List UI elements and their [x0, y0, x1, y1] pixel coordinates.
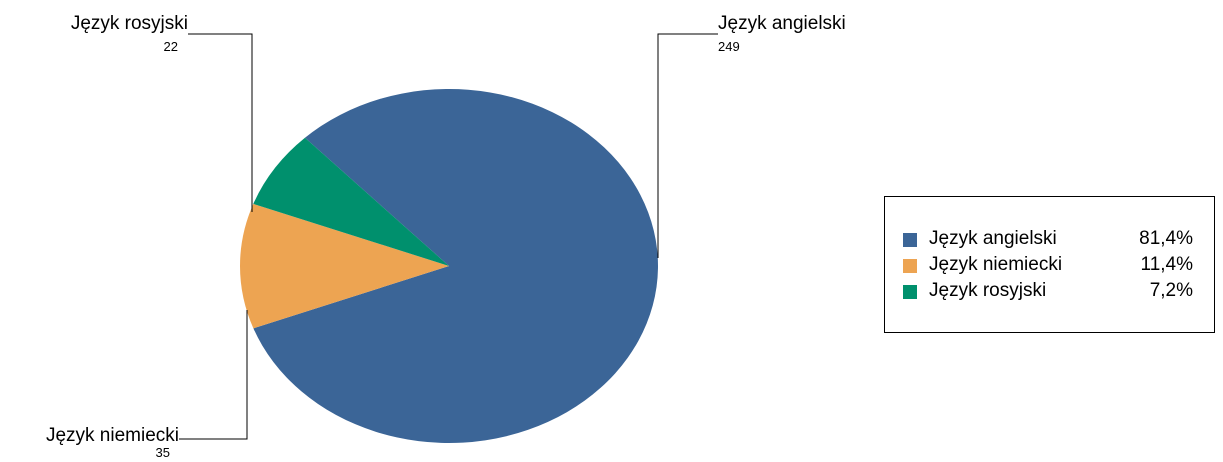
legend-item-niemiecki: Język niemiecki 11,4% [903, 254, 1193, 278]
legend-percent-rosyjski: 7,2% [1149, 280, 1193, 301]
slice-value-angielski: 249 [718, 39, 740, 54]
slice-labels: Język angielski 249 Język rosyjski 22 Ję… [46, 13, 846, 460]
legend-swatch-rosyjski [903, 285, 917, 299]
legend-item-angielski: Język angielski 81,4% [903, 228, 1193, 252]
leader-line-niemiecki [179, 310, 248, 440]
pie-slice-rosyjski [253, 137, 449, 266]
legend-percent-angielski: 81,4% [1139, 228, 1193, 249]
leader-line-rosyjski [188, 33, 253, 212]
pie-slice-niemiecki [240, 203, 449, 329]
slice-label-rosyjski: Język rosyjski [71, 13, 188, 34]
legend-swatch-angielski [903, 233, 917, 247]
slice-value-niemiecki: 35 [156, 445, 170, 460]
legend-percent-niemiecki: 11,4% [1140, 254, 1193, 275]
leader-line-angielski [657, 33, 718, 258]
legend-swatch-niemiecki [903, 259, 917, 273]
legend-label-niemiecki: Język niemiecki [929, 254, 1063, 275]
legend-label-angielski: Język angielski [929, 228, 1057, 249]
slice-value-rosyjski: 22 [164, 39, 178, 54]
legend-label-rosyjski: Język rosyjski [929, 280, 1047, 301]
slice-label-angielski: Język angielski [718, 13, 846, 34]
pie-slice-angielski [253, 89, 659, 444]
slice-label-niemiecki: Język niemiecki [46, 425, 179, 446]
chart-legend: Język angielski 81,4% Język niemiecki 11… [884, 196, 1215, 333]
legend-item-rosyjski: Język rosyjski 7,2% [903, 280, 1193, 304]
pie-slices [240, 89, 659, 444]
